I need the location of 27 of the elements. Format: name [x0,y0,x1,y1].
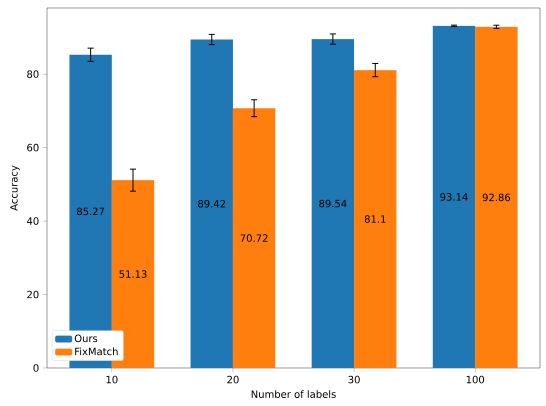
bar [354,70,396,368]
data-label: 89.54 [319,200,347,208]
x-tick-label: 100 [466,376,484,384]
x-axis-title: Number of labels [252,390,336,398]
y-tick-label: 0 [34,364,39,372]
data-label: 81.1 [364,215,386,223]
bar [312,39,354,368]
x-tick-label: 20 [227,376,239,384]
data-label: 70.72 [240,234,268,242]
data-label: 92.86 [482,194,510,202]
bar [432,26,476,368]
y-tick-label: 40 [26,217,39,225]
legend-label: Ours [74,334,98,342]
y-tick-label: 80 [27,70,39,78]
data-label: 51.13 [119,270,147,278]
bar [475,26,518,368]
y-axis-title: Accuracy [10,165,20,211]
y-tick-label: 20 [27,290,39,298]
data-label: 89.42 [198,200,226,208]
bar [190,40,233,368]
data-label: 85.27 [76,208,104,216]
x-tick-label: 10 [106,376,118,384]
bar [232,108,276,368]
data-label: 93.14 [440,193,468,201]
y-tick-label: 60 [27,144,39,152]
legend-label: FixMatch [75,347,118,356]
x-tick-label: 30 [348,376,360,384]
